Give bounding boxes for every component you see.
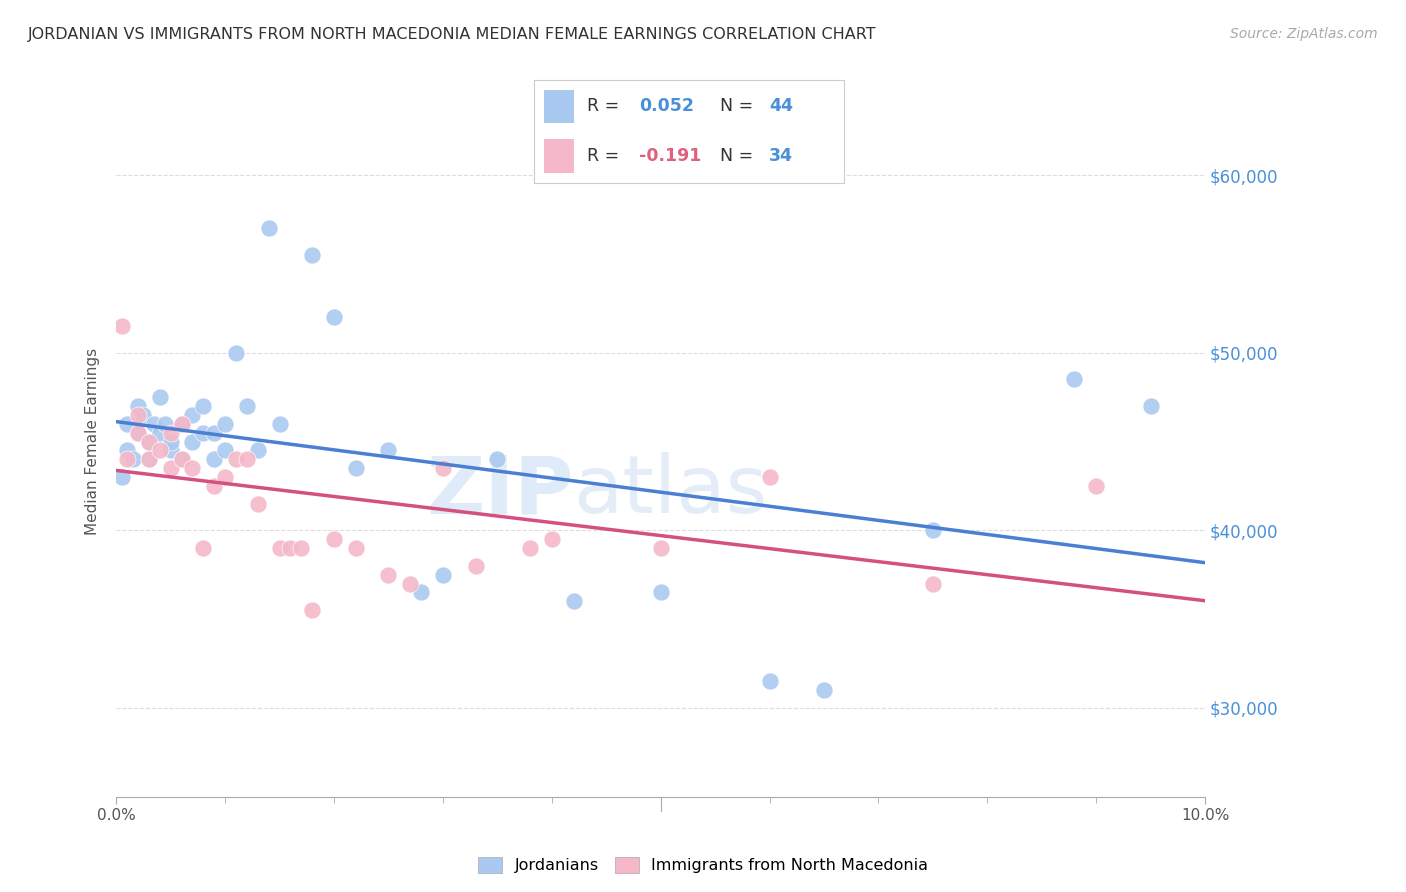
Point: [181, 434, 204, 449]
Point: [257, 221, 280, 235]
Point: [301, 248, 323, 262]
Text: JORDANIAN VS IMMIGRANTS FROM NORTH MACEDONIA MEDIAN FEMALE EARNINGS CORRELATION : JORDANIAN VS IMMIGRANTS FROM NORTH MACED…: [28, 27, 877, 42]
Point: [377, 567, 399, 582]
Point: [225, 345, 247, 359]
Point: [170, 452, 193, 467]
Point: [290, 541, 312, 555]
Point: [486, 452, 509, 467]
Point: [1139, 399, 1161, 413]
Point: [214, 470, 236, 484]
Text: N =: N =: [720, 146, 759, 165]
Point: [432, 461, 454, 475]
Text: R =: R =: [586, 97, 624, 115]
Text: N =: N =: [720, 97, 759, 115]
Point: [115, 452, 138, 467]
Point: [377, 443, 399, 458]
Point: [246, 443, 269, 458]
Point: [181, 408, 204, 422]
Point: [159, 461, 181, 475]
Point: [181, 461, 204, 475]
Point: [519, 541, 541, 555]
Point: [214, 417, 236, 431]
Point: [921, 524, 943, 538]
Point: [269, 417, 291, 431]
Point: [280, 541, 302, 555]
Point: [127, 408, 149, 422]
Point: [127, 399, 149, 413]
Point: [411, 585, 433, 599]
Point: [127, 425, 149, 440]
Point: [159, 443, 181, 458]
Legend: Jordanians, Immigrants from North Macedonia: Jordanians, Immigrants from North Macedo…: [471, 850, 935, 880]
Point: [149, 425, 172, 440]
Point: [111, 470, 134, 484]
Point: [1063, 372, 1085, 386]
Point: [921, 576, 943, 591]
Point: [138, 434, 160, 449]
Point: [149, 390, 172, 404]
Point: [138, 434, 160, 449]
Point: [432, 567, 454, 582]
Point: [159, 434, 181, 449]
Point: [225, 452, 247, 467]
Point: [202, 452, 225, 467]
Text: 0.052: 0.052: [640, 97, 695, 115]
Point: [540, 532, 562, 546]
Point: [758, 470, 780, 484]
Point: [170, 417, 193, 431]
Point: [159, 425, 181, 440]
Point: [138, 452, 160, 467]
FancyBboxPatch shape: [544, 139, 575, 173]
Point: [758, 674, 780, 689]
Point: [149, 443, 172, 458]
Text: -0.191: -0.191: [640, 146, 702, 165]
Point: [193, 399, 215, 413]
Point: [170, 452, 193, 467]
Text: 34: 34: [769, 146, 793, 165]
Point: [464, 558, 486, 573]
Point: [650, 585, 672, 599]
FancyBboxPatch shape: [544, 89, 575, 123]
Point: [132, 408, 155, 422]
Text: Source: ZipAtlas.com: Source: ZipAtlas.com: [1230, 27, 1378, 41]
Point: [344, 461, 367, 475]
Point: [115, 417, 138, 431]
Text: 44: 44: [769, 97, 793, 115]
Point: [115, 443, 138, 458]
Point: [301, 603, 323, 617]
Point: [650, 541, 672, 555]
Point: [562, 594, 585, 608]
Point: [127, 425, 149, 440]
Point: [236, 452, 259, 467]
Point: [202, 479, 225, 493]
Point: [111, 319, 134, 334]
Point: [170, 417, 193, 431]
Point: [269, 541, 291, 555]
Point: [143, 417, 166, 431]
Point: [236, 399, 259, 413]
Point: [121, 452, 143, 467]
Point: [202, 425, 225, 440]
Point: [193, 541, 215, 555]
Y-axis label: Median Female Earnings: Median Female Earnings: [86, 348, 100, 535]
Point: [138, 452, 160, 467]
Point: [344, 541, 367, 555]
Text: ZIP: ZIP: [426, 452, 574, 530]
Point: [323, 310, 346, 325]
Point: [813, 683, 835, 698]
Point: [155, 417, 177, 431]
Point: [246, 497, 269, 511]
Point: [323, 532, 346, 546]
Point: [214, 443, 236, 458]
Point: [193, 425, 215, 440]
Point: [1085, 479, 1108, 493]
Text: R =: R =: [586, 146, 624, 165]
Point: [399, 576, 422, 591]
Text: atlas: atlas: [574, 452, 768, 530]
